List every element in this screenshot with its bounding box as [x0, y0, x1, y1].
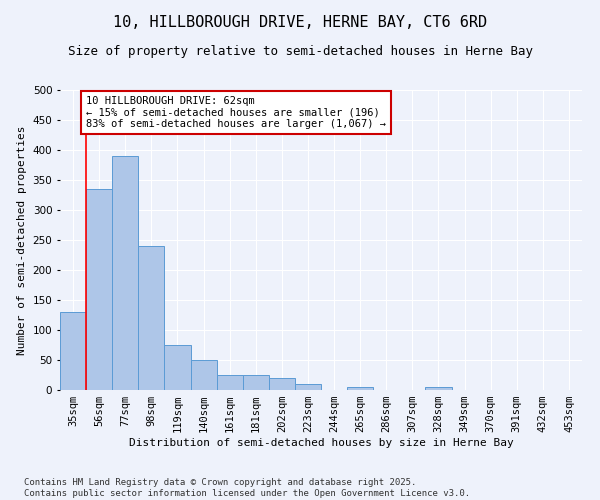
Bar: [217, 375, 243, 390]
Bar: [112, 156, 139, 390]
Bar: [164, 345, 191, 390]
Bar: [139, 246, 164, 390]
Y-axis label: Number of semi-detached properties: Number of semi-detached properties: [17, 125, 27, 355]
Bar: [295, 384, 321, 390]
Bar: [269, 378, 295, 390]
Bar: [86, 189, 112, 390]
Bar: [425, 387, 452, 390]
Text: Contains HM Land Registry data © Crown copyright and database right 2025.
Contai: Contains HM Land Registry data © Crown c…: [24, 478, 470, 498]
Text: Size of property relative to semi-detached houses in Herne Bay: Size of property relative to semi-detach…: [67, 45, 533, 58]
Text: 10 HILLBOROUGH DRIVE: 62sqm
← 15% of semi-detached houses are smaller (196)
83% : 10 HILLBOROUGH DRIVE: 62sqm ← 15% of sem…: [86, 96, 386, 129]
X-axis label: Distribution of semi-detached houses by size in Herne Bay: Distribution of semi-detached houses by …: [128, 438, 514, 448]
Bar: [191, 360, 217, 390]
Bar: [60, 312, 86, 390]
Text: 10, HILLBOROUGH DRIVE, HERNE BAY, CT6 6RD: 10, HILLBOROUGH DRIVE, HERNE BAY, CT6 6R…: [113, 15, 487, 30]
Bar: [242, 375, 269, 390]
Bar: [347, 387, 373, 390]
